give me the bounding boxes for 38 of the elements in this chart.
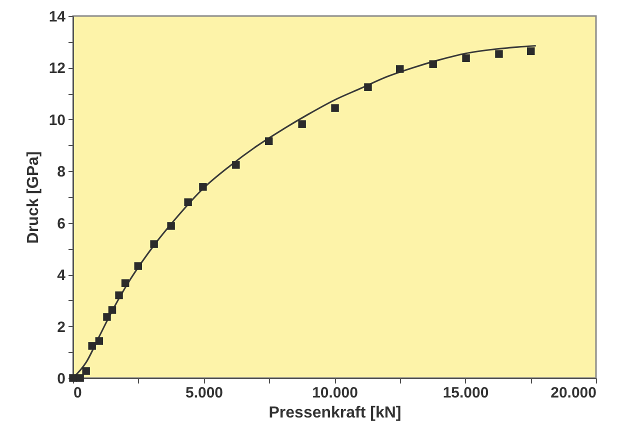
point: [232, 161, 240, 169]
point: [115, 291, 123, 300]
point: [95, 337, 104, 345]
point: [134, 262, 142, 270]
point: [331, 104, 339, 112]
point: [167, 222, 175, 230]
point: [103, 313, 111, 321]
point: [495, 50, 503, 58]
y-tick-label: 10: [48, 112, 66, 129]
y-axis-title: Druck [GPa]: [24, 151, 42, 244]
point: [462, 54, 470, 62]
point: [88, 342, 96, 350]
y-tick-label: 14: [48, 8, 66, 26]
y-tick-label: 6: [57, 215, 66, 232]
point: [264, 137, 273, 146]
y-tick-label: 8: [57, 164, 66, 181]
x-tick-label: 10.000: [312, 384, 358, 402]
point: [108, 306, 116, 314]
x-axis-title: Pressenkraft [kN]: [268, 404, 402, 422]
x-tick-label: 20.000: [550, 384, 596, 402]
point: [364, 83, 372, 91]
point: [396, 65, 404, 73]
y-tick-label: 12: [48, 60, 66, 78]
y-tick-label: 0: [57, 370, 66, 388]
point: [298, 120, 306, 128]
point: [429, 60, 437, 68]
point: [184, 198, 192, 206]
point: [199, 183, 207, 191]
point: [76, 374, 84, 382]
x-tick-label: 15.000: [442, 384, 489, 402]
y-tick-label: 2: [57, 318, 66, 336]
point: [527, 47, 535, 56]
point: [121, 279, 130, 287]
x-tick-label: 0: [74, 384, 82, 402]
x-tick-label: 5.000: [185, 384, 224, 402]
point: [150, 240, 158, 248]
y-tick-label: 4: [57, 267, 66, 284]
point: [82, 367, 90, 375]
